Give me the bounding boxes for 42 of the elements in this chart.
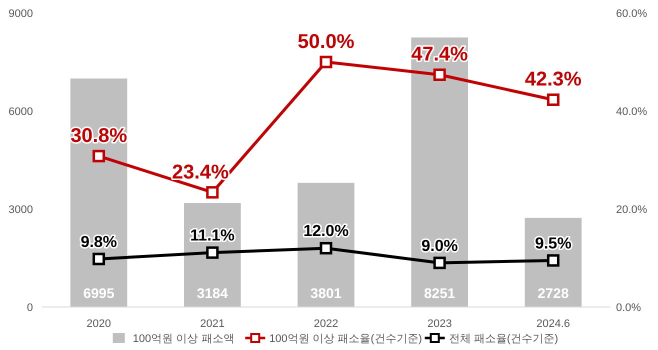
data-label: 11.1% [190,228,235,245]
data-label: 6995 [83,285,115,301]
y2-tick-label: 20.0% [616,204,648,216]
data-label: 30.8% [70,125,128,148]
point [206,246,219,259]
data-label: 50.0% [298,31,355,53]
data-label: 2728 [538,285,569,301]
y2-tick-label: 0.0% [616,302,642,314]
data-label: 8251 [424,285,456,301]
y-tick-label: 0 [26,302,33,314]
data-label: 9.5% [534,235,572,252]
y-tick-label: 9000 [8,8,33,20]
x-tick-label: 2023 [427,318,452,330]
data-label: 12.0% [303,223,349,240]
x-tick-label: 2021 [200,318,225,330]
data-label: 3184 [196,285,228,301]
point [433,256,446,270]
x-tick-label: 2022 [314,318,338,330]
point [320,56,332,68]
point [92,252,106,266]
data-label: 42.3% [524,68,582,91]
data-label: 23.4% [172,161,229,184]
data-label: 47.4% [411,44,468,66]
x-tick-label: 2020 [86,318,112,330]
y2-tick-label: 40.0% [616,106,648,118]
point [92,150,106,162]
point [206,186,219,199]
y2-tick-label: 60.0% [616,8,648,20]
x-tick-label: 2024.6 [536,318,570,330]
point [546,93,560,106]
bar [411,37,468,307]
y-tick-label: 3000 [8,204,33,216]
point [433,68,446,81]
data-label: 9.8% [80,234,118,251]
data-label: 3801 [310,285,342,301]
data-label: 9.0% [421,238,458,255]
point [546,254,560,267]
legend-label: 100억원 이상 패소액 [132,333,234,345]
y-tick-label: 6000 [8,106,33,118]
legend-label: 전체 패소율(건수기준) [448,333,558,345]
legend-label: 100억원 이상 패소율(건수기준) [269,333,422,345]
point [320,242,332,254]
